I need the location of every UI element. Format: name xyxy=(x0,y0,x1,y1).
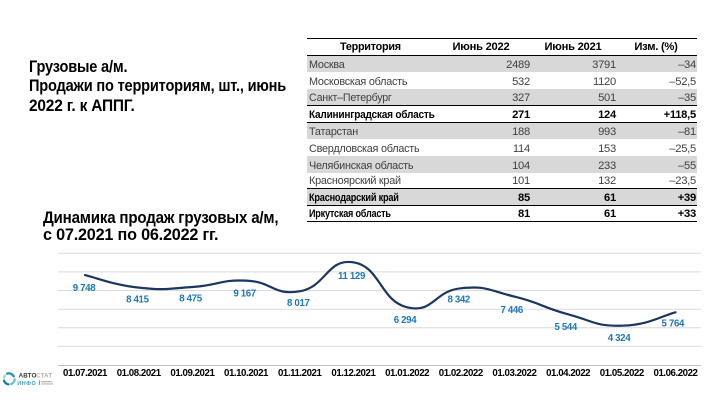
svg-text:8 475: 8 475 xyxy=(179,293,202,304)
svg-text:11 129: 11 129 xyxy=(338,271,366,282)
svg-text:АВТО: АВТО xyxy=(19,372,37,379)
svg-text:8 017: 8 017 xyxy=(287,298,310,309)
svg-text:9 167: 9 167 xyxy=(233,288,256,299)
svg-text:СТАТ: СТАТ xyxy=(36,372,52,379)
svg-text:4 324: 4 324 xyxy=(608,333,631,344)
svg-text:5 544: 5 544 xyxy=(554,322,577,333)
svg-text:7 446: 7 446 xyxy=(500,305,523,316)
svg-text:5 764: 5 764 xyxy=(662,319,685,330)
svg-text:9 748: 9 748 xyxy=(73,283,96,294)
svg-text:6 294: 6 294 xyxy=(394,315,417,326)
svg-text:ИНФО: ИНФО xyxy=(17,381,36,387)
svg-text:8 415: 8 415 xyxy=(126,294,149,305)
svg-text:8 342: 8 342 xyxy=(447,295,470,306)
